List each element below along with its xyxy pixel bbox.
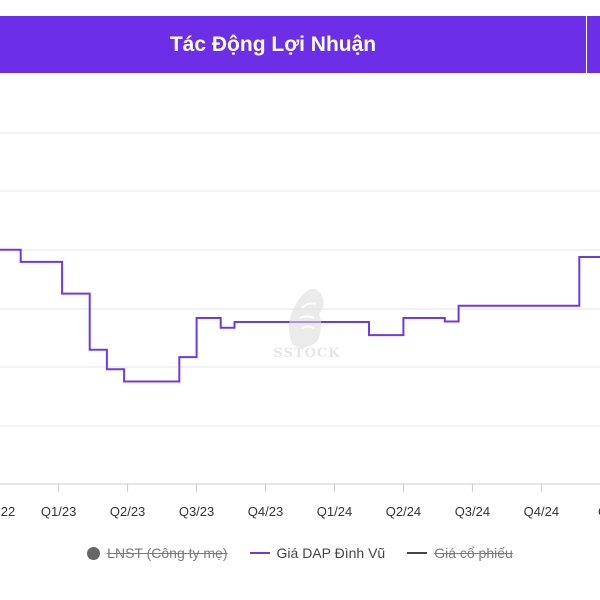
legend-label-stock-price: Giá cổ phiếu (434, 545, 513, 561)
x-tick-label: Q1/24 (317, 504, 352, 519)
x-tick-label: Q3/23 (179, 504, 214, 519)
legend-label-lnst: LNST (Công ty mẹ) (107, 545, 228, 561)
x-tick-label: Q3/24 (455, 504, 490, 519)
header-divider (586, 16, 587, 73)
x-tick-label: Q (598, 504, 600, 519)
x-tick-label: 22 (1, 504, 15, 519)
legend-label-dap-price: Giá DAP Đình Vũ (276, 545, 386, 561)
legend-marker-circle-icon (87, 546, 101, 560)
watermark-logo-icon: SSTOCK (262, 282, 352, 372)
chart-header: Tác Động Lợi Nhuận (0, 16, 600, 73)
series-line-dap-price (0, 248, 600, 383)
x-tick-label: Q2/24 (386, 504, 421, 519)
chart-legend: LNST (Công ty mẹ) Giá DAP Đình Vũ Giá cổ… (0, 540, 600, 566)
legend-item-dap-price[interactable]: Giá DAP Đình Vũ (249, 545, 386, 561)
x-tick-label: Q4/23 (248, 504, 283, 519)
x-tick-label: Q1/23 (41, 504, 76, 519)
horse-head-icon (289, 288, 324, 348)
legend-marker-line-icon (249, 552, 270, 554)
chart-title: Tác Động Lợi Nhuận (169, 33, 377, 56)
legend-item-lnst[interactable]: LNST (Công ty mẹ) (87, 545, 228, 561)
legend-item-stock-price[interactable]: Giá cổ phiếu (407, 545, 513, 561)
x-tick-label: Q2/23 (110, 504, 145, 519)
x-tick-label: Q4/24 (524, 504, 559, 519)
watermark-text: SSTOCK (273, 346, 341, 361)
legend-marker-line-icon (407, 552, 428, 554)
